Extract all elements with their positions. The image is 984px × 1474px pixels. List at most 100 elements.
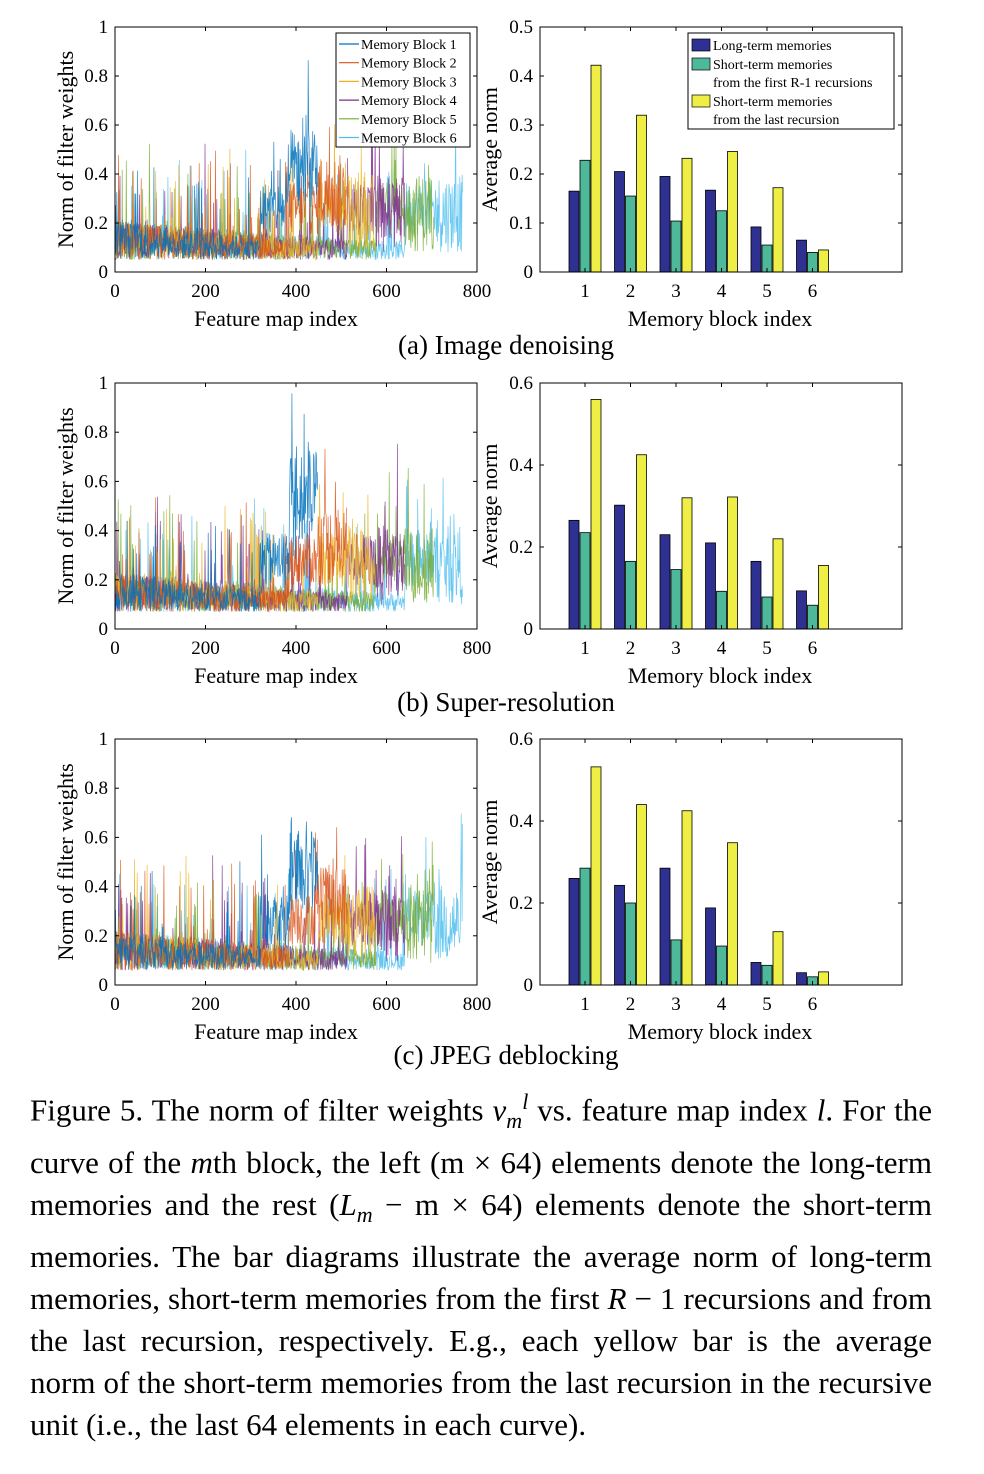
caption-symbol: L: [339, 1186, 357, 1222]
bar-chart-2: 1 2 3 4 5 6 0 0.2 0.4 0.6 Memory block index Averag…: [477, 729, 903, 1044]
x-tick-label: 400: [282, 994, 311, 1015]
bar-block5-series3: [772, 931, 784, 986]
x-tick-label: 0: [110, 994, 120, 1015]
bar-block1-series3: [590, 398, 602, 630]
y-axis-title: Norm of filter weights: [53, 51, 78, 248]
x-axis-title: Feature map index: [194, 1019, 358, 1044]
caption-text: th block, the left (: [212, 1144, 441, 1180]
line-chart-0: 0 200 400 600 800 0 0.2 0.4 0.6 0.8 1 Feature map i…: [53, 17, 491, 331]
y-tick-label: 1: [99, 729, 109, 750]
y-tick-label: 0: [524, 262, 534, 283]
bar-block1-series3: [590, 766, 602, 986]
x-tick-label: 5: [762, 994, 772, 1015]
x-tick-label: 1: [580, 994, 590, 1015]
legend-label: Memory Block 1: [361, 38, 457, 53]
line-chart-1: 0 200 400 600 800 0 0.2 0.4 0.6 0.8 1 Feature map i…: [53, 373, 491, 688]
x-tick-label: 4: [717, 638, 727, 659]
bar-block3-series2: [670, 939, 682, 986]
line-chart-2: 0 200 400 600 800 0 0.2 0.4 0.6 0.8 1 Feature map i…: [53, 729, 491, 1044]
bar-block1-series3: [590, 64, 602, 273]
x-tick-label: 200: [191, 281, 220, 302]
y-tick-label: 0.2: [509, 537, 533, 558]
y-tick-label: 0.8: [84, 422, 108, 443]
x-tick-label: 800: [463, 994, 492, 1015]
caption-symbol: m: [356, 1201, 373, 1227]
caption-symbol: m: [506, 1107, 523, 1133]
bar-block1-series2: [579, 532, 591, 630]
legend-label: Short-term memories: [713, 58, 832, 73]
bar-block2-series1: [614, 504, 625, 630]
bar-block3-series3: [681, 810, 693, 986]
y-tick-label: 1: [99, 373, 109, 394]
bar-chart-1: 1 2 3 4 5 6 0 0.2 0.4 0.6 Memory block index Averag…: [477, 373, 903, 688]
x-tick-label: 600: [372, 638, 401, 659]
y-tick-label: 0.8: [84, 66, 108, 87]
y-axis-title: Average norm: [477, 800, 502, 925]
y-axis-title: Norm of filter weights: [53, 407, 78, 604]
bar-block5-series2: [761, 596, 773, 630]
bar-block4-series1: [705, 189, 716, 273]
y-tick-label: 0: [99, 975, 109, 996]
x-tick-label: 6: [808, 638, 818, 659]
y-tick-label: 0: [524, 619, 534, 640]
y-axis-title: Average norm: [477, 87, 502, 212]
legend-label: Memory Block 2: [361, 57, 457, 72]
bar-block4-series2: [716, 210, 727, 273]
bar-block5-series1: [750, 560, 762, 630]
bar-block4-series1: [705, 907, 716, 986]
memory-block-1-curve: [115, 817, 319, 971]
y-tick-label: 0.2: [509, 164, 533, 185]
bar-block4-series3: [727, 151, 738, 273]
y-tick-label: 0.6: [509, 373, 533, 394]
panel-title: (c) JPEG deblocking: [394, 1040, 619, 1070]
caption-text: − 1 recursions and from the last recursi…: [30, 1280, 932, 1442]
x-tick-label: 6: [808, 994, 818, 1015]
caption-math: − m × 64: [372, 1186, 513, 1222]
x-tick-label: 0: [110, 638, 120, 659]
legend-swatch: [691, 38, 711, 52]
caption-text: The norm of filter weights: [143, 1092, 493, 1128]
bar-block3-series3: [681, 157, 693, 273]
legend-swatch: [691, 57, 711, 71]
bar-block3-series2: [670, 569, 682, 630]
legend-label: Short-term memories: [713, 95, 832, 110]
caption-symbol: m: [190, 1144, 213, 1180]
bar-block3-series1: [659, 534, 671, 630]
caption-text: vs. feature map index: [528, 1092, 817, 1128]
y-tick-label: 0.6: [84, 471, 108, 492]
bar-chart-0: 1 2 3 4 5 6 0 0.1 0.2 0.3 0.4 0.5 Memory block index…: [477, 17, 903, 331]
x-tick-label: 5: [762, 638, 772, 659]
bar-block5-series1: [750, 226, 762, 273]
y-tick-label: 0.5: [509, 17, 533, 38]
bar-block4-series3: [727, 496, 738, 630]
x-axis-title: Memory block index: [628, 1019, 813, 1044]
x-tick-label: 5: [762, 281, 772, 302]
x-tick-label: 2: [626, 994, 636, 1015]
y-tick-label: 0.4: [509, 455, 533, 476]
x-tick-label: 1: [580, 281, 590, 302]
bar-block6-series1: [796, 590, 807, 630]
memory-block-1-curve: [115, 60, 319, 261]
x-axis-title: Memory block index: [628, 663, 813, 688]
y-tick-label: 1: [99, 17, 109, 38]
x-tick-label: 0: [110, 281, 120, 302]
bar-block2-series1: [614, 884, 625, 986]
x-tick-label: 600: [372, 281, 401, 302]
bar-block5-series3: [772, 187, 784, 273]
x-axis-title: Feature map index: [194, 663, 358, 688]
x-tick-label: 600: [372, 994, 401, 1015]
x-tick-label: 3: [671, 994, 681, 1015]
x-tick-label: 2: [626, 281, 636, 302]
bar-block6-series3: [818, 565, 829, 630]
panel-title: (b) Super-resolution: [397, 687, 615, 717]
bar-block5-series2: [761, 244, 773, 273]
panel-title: (a) Image denoising: [398, 330, 614, 360]
y-tick-label: 0.6: [509, 729, 533, 750]
y-tick-label: 0.2: [84, 213, 108, 234]
memory-block-1-curve: [115, 393, 319, 612]
caption-symbol: l: [816, 1092, 826, 1128]
bar-block2-series1: [614, 171, 625, 273]
legend-label: Memory Block 4: [361, 94, 457, 109]
bar-block2-series3: [636, 804, 647, 986]
